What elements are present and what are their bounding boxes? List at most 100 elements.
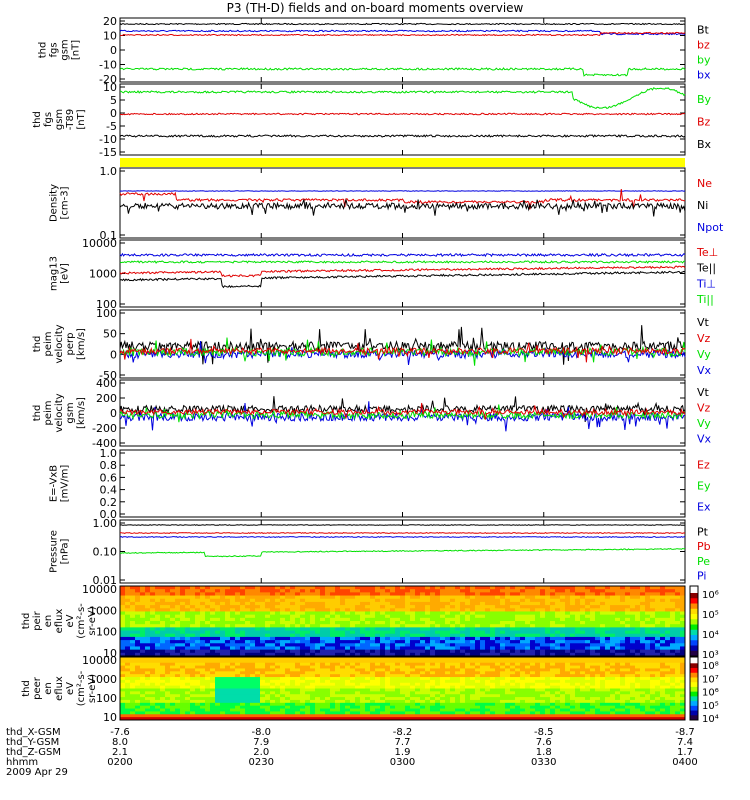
spectrogram-cell [185, 688, 191, 692]
spectrogram-cell [170, 671, 176, 675]
spectrogram-cell [285, 595, 291, 600]
spectrogram-cell [210, 659, 216, 664]
spectrogram-cell [190, 691, 196, 695]
spectrogram-cell [200, 630, 206, 635]
spectrogram-cell [465, 586, 471, 590]
spectrogram-cell [190, 714, 196, 718]
spectrogram-cell [425, 614, 431, 619]
spectrogram-cell [610, 627, 616, 631]
spectrogram-cell [120, 697, 126, 701]
spectrogram-cell [435, 711, 441, 715]
spectrogram-cell [295, 624, 301, 628]
spectrogram-cell [240, 668, 246, 672]
spectrogram-cell [345, 617, 351, 622]
spectrogram-cell [545, 682, 551, 687]
spectrogram-cell [530, 621, 536, 625]
spectrogram-cell [585, 586, 591, 590]
colorbar-cell [690, 649, 698, 652]
spectrogram-cell [510, 708, 516, 712]
spectrogram-cell [660, 649, 666, 654]
spectrogram-cell [310, 668, 316, 672]
spectrogram-cell [200, 677, 206, 681]
spectrogram-cell [270, 674, 276, 678]
spectrogram-cell [205, 640, 211, 644]
spectrogram-cell [600, 586, 606, 590]
spectrogram-cell [515, 586, 521, 590]
spectrogram-cell [435, 649, 441, 654]
spectrogram-cell [300, 640, 306, 644]
spectrogram-cell [525, 717, 531, 721]
spectrogram-cell [580, 643, 586, 647]
spectrogram-cell [495, 691, 501, 695]
spectrogram-cell [265, 652, 271, 657]
spectrogram-cell [205, 679, 211, 684]
spectrogram-cell [425, 682, 431, 687]
spectrogram-cell [135, 685, 141, 689]
spectrogram-cell [320, 636, 326, 641]
spectrogram-cell [400, 611, 406, 616]
spectrogram-cell [535, 705, 541, 709]
spectrogram-cell [410, 668, 416, 672]
spectrogram-cell [120, 685, 126, 689]
spectrogram-cell [630, 608, 636, 612]
spectrogram-cell [210, 714, 216, 718]
spectrogram-cell [585, 633, 591, 638]
spectrogram-cell [345, 714, 351, 718]
spectrogram-cell [480, 711, 486, 715]
spectrogram-cell [680, 649, 686, 654]
spectrogram-cell [450, 633, 456, 638]
colorbar-cell [690, 661, 698, 664]
spectrogram-cell [350, 621, 356, 625]
spectrogram-cell [505, 697, 511, 701]
spectrogram-cell [205, 674, 211, 678]
spectrogram-cell [145, 630, 151, 635]
spectrogram-cell [235, 679, 241, 684]
spectrogram-cell [430, 643, 436, 647]
spectrogram-cell [170, 705, 176, 709]
spectrogram-cell [550, 697, 556, 701]
spectrogram-cell [190, 711, 196, 715]
legend-Ex: Ex [697, 501, 711, 514]
spectrogram-cell [410, 665, 416, 669]
spectrogram-cell [430, 630, 436, 635]
spectrogram-cell [345, 708, 351, 712]
spectrogram-cell [165, 636, 171, 641]
spectrogram-cell [165, 705, 171, 709]
spectrogram-cell [390, 711, 396, 715]
spectrogram-cell [350, 611, 356, 616]
spectrogram-cell [470, 595, 476, 600]
spectrogram-cell [575, 668, 581, 672]
spectrogram-cell [340, 649, 346, 654]
y-axis-label-line: thd [21, 680, 32, 697]
spectrogram-cell [415, 640, 421, 644]
spectrogram-cell [425, 621, 431, 625]
spectrogram-cell [285, 586, 291, 590]
spectrogram-cell [160, 685, 166, 689]
spectrogram-cell [560, 611, 566, 616]
spectrogram-cell [205, 605, 211, 609]
spectrogram-cell [485, 711, 491, 715]
spectrogram-cell [370, 627, 376, 631]
spectrogram-cell [375, 717, 381, 721]
spectrogram-cell [445, 705, 451, 709]
spectrogram-cell [280, 688, 286, 692]
spectrogram-cell [470, 682, 476, 687]
spectrogram-cell [600, 636, 606, 641]
spectrogram-cell [165, 679, 171, 684]
spectrogram-cell [370, 649, 376, 654]
spectrogram-cell [580, 699, 586, 704]
spectrogram-cell [165, 627, 171, 631]
spectrogram-cell [415, 652, 421, 657]
spectrogram-cell [290, 630, 296, 635]
spectrogram-cell [555, 671, 561, 675]
spectrogram-cell [480, 586, 486, 590]
spectrogram-cell [540, 608, 546, 612]
spectrogram-cell [320, 708, 326, 712]
spectrogram-cell [270, 605, 276, 609]
spectrogram-cell [570, 649, 576, 654]
spectrogram-cell [190, 688, 196, 692]
spectrogram-cell [425, 694, 431, 698]
spectrogram-cell [540, 611, 546, 616]
spectrogram-cell [305, 694, 311, 698]
spectrogram-cell [490, 691, 496, 695]
